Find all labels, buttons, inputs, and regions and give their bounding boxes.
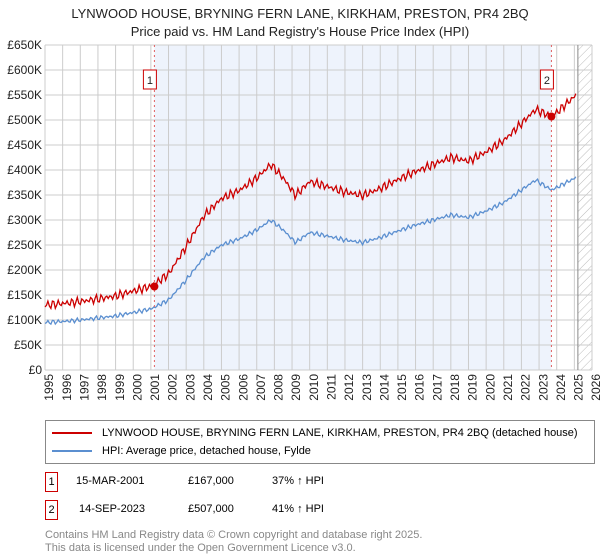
chart-title: LYNWOOD HOUSE, BRYNING FERN LANE, KIRKHA… <box>71 6 529 21</box>
property-price-line <box>44 93 577 311</box>
sale-price: £167,000 <box>188 475 234 487</box>
y-tick-label: £300K <box>7 213 42 227</box>
x-tick-label: 2013 <box>360 374 374 401</box>
price-chart: 1995 1996 1997 1998 1999 2000 2001 2002 2003 2004… <box>7 38 600 401</box>
legend-label: LYNWOOD HOUSE, BRYNING FERN LANE, KIRKHA… <box>102 427 578 439</box>
x-tick-label: 2006 <box>236 374 250 401</box>
x-tick-label: 2010 <box>307 374 321 401</box>
hpi-line <box>44 176 577 326</box>
sale-price: £507,000 <box>188 503 234 515</box>
y-tick-label: £600K <box>7 63 42 77</box>
shaded-ownership-region <box>154 45 552 370</box>
x-tick-label: 2015 <box>395 374 409 401</box>
x-tick-label: 2004 <box>201 374 215 401</box>
y-tick-label: £400K <box>7 163 42 177</box>
sale-marker-box <box>539 69 554 90</box>
legend-item-property: LYNWOOD HOUSE, BRYNING FERN LANE, KIRKHA… <box>52 425 578 441</box>
forecast-hatch-region <box>577 45 592 370</box>
legend: LYNWOOD HOUSE, BRYNING FERN LANE, KIRKHA… <box>45 420 595 464</box>
x-tick-label: 2012 <box>342 374 356 401</box>
y-tick-label: £650K <box>7 38 42 52</box>
sale-marker-label: 1 <box>147 75 153 87</box>
x-tick-label: 2024 <box>554 374 568 401</box>
x-tick-label: 2017 <box>430 374 444 401</box>
y-tick-label: £550K <box>7 88 42 102</box>
y-tick-label: £150K <box>7 288 42 302</box>
x-tick-label: 2022 <box>519 374 533 401</box>
chart-subtitle: Price paid vs. HM Land Registry's House … <box>130 24 470 39</box>
blue-line-swatch <box>52 450 92 452</box>
x-tick-label: 1999 <box>113 374 127 401</box>
y-tick-label: £100K <box>7 313 42 327</box>
footer: Contains HM Land Registry data © Crown c… <box>45 529 422 555</box>
sale-row: 1 15-MAR-2001 £167,000 37% ↑ HPI <box>45 472 545 492</box>
sale-marker-label: 2 <box>544 75 550 87</box>
sale-hpi: 41% ↑ HPI <box>272 503 324 515</box>
y-tick-label: £350K <box>7 188 42 202</box>
x-tick-label: 2021 <box>501 374 515 401</box>
x-tick-label: 2020 <box>483 374 497 401</box>
sale-point <box>150 282 159 291</box>
x-tick-label: 2000 <box>130 374 144 401</box>
x-tick-label: 2003 <box>183 374 197 401</box>
x-tick-label: 1998 <box>95 374 109 401</box>
red-line-swatch <box>52 432 92 434</box>
x-tick-label: 2025 <box>572 374 586 401</box>
x-tick-label: 2016 <box>413 374 427 401</box>
x-tick-label: 2026 <box>589 374 600 401</box>
y-tick-label: £200K <box>7 263 42 277</box>
sale-date: 14-SEP-2023 <box>79 503 146 515</box>
y-tick-label: £450K <box>7 138 42 152</box>
sale-marker-box <box>142 69 157 90</box>
x-tick-label: 2008 <box>272 374 286 401</box>
legend-label: HPI: Average price, detached house, Fyld… <box>102 445 311 457</box>
sale-point <box>547 112 556 121</box>
sale-hpi: 37% ↑ HPI <box>272 475 324 487</box>
x-tick-label: 2019 <box>466 374 480 401</box>
x-tick-label: 2007 <box>254 374 268 401</box>
y-tick-label: £0 <box>29 363 43 377</box>
y-tick-label: £250K <box>7 238 42 252</box>
x-tick-label: 1997 <box>77 374 91 401</box>
x-tick-label: 2018 <box>448 374 462 401</box>
x-tick-label: 2001 <box>148 374 162 401</box>
sale-date: 15-MAR-2001 <box>76 475 145 487</box>
sale-row: 2 14-SEP-2023 £507,000 41% ↑ HPI <box>45 500 545 520</box>
legend-item-hpi: HPI: Average price, detached house, Fyld… <box>52 443 311 459</box>
x-tick-label: 1995 <box>42 374 56 401</box>
x-tick-label: 2011 <box>325 374 339 400</box>
sale-marker-box: 1 <box>45 472 58 492</box>
footer-line: Contains HM Land Registry data © Crown c… <box>45 529 423 541</box>
y-tick-label: £500K <box>7 113 42 127</box>
x-tick-label: 2014 <box>377 374 391 401</box>
x-tick-label: 2009 <box>289 374 303 401</box>
x-tick-label: 2005 <box>219 374 233 401</box>
footer-line: This data is licensed under the Open Gov… <box>45 542 356 554</box>
x-tick-label: 1996 <box>60 374 74 401</box>
x-tick-label: 2002 <box>166 374 180 401</box>
x-tick-label: 2023 <box>536 374 550 401</box>
sale-marker-box: 2 <box>45 500 58 520</box>
y-tick-label: £50K <box>14 338 42 352</box>
